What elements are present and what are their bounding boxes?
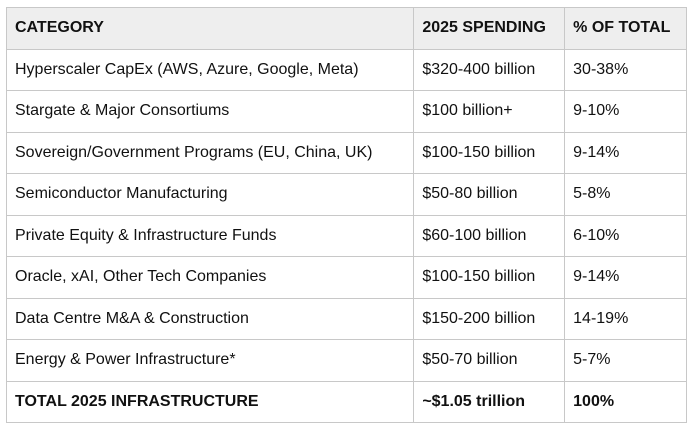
cell-category: Stargate & Major Consortiums (5, 90, 415, 133)
table-row: Oracle, xAI, Other Tech Companies $100-15… (5, 256, 687, 299)
total-cell-spending: ~$1.05 trillion (413, 380, 566, 423)
table-row: Energy & Power Infrastructure* $50-70 bil… (5, 339, 687, 382)
cell-spending: $60-100 billion (413, 214, 566, 257)
cell-category: Sovereign/Government Programs (EU, China… (5, 131, 415, 174)
table-row: Semiconductor Manufacturing $50-80 billio… (5, 173, 687, 216)
cell-spending: $150-200 billion (413, 297, 566, 340)
table-row: Data Centre M&A & Construction $150-200 b… (5, 297, 687, 340)
cell-percent: 30-38% (564, 48, 687, 91)
cell-percent: 14-19% (564, 297, 687, 340)
table-row: Sovereign/Government Programs (EU, China… (5, 131, 687, 174)
table-row: Hyperscaler CapEx (AWS, Azure, Google, M… (5, 48, 687, 91)
cell-category: Semiconductor Manufacturing (5, 173, 415, 216)
total-cell-category: TOTAL 2025 INFRASTRUCTURE (5, 380, 415, 423)
cell-spending: $320-400 billion (413, 48, 566, 91)
cell-percent: 9-14% (564, 256, 687, 299)
cell-spending: $100-150 billion (413, 131, 566, 174)
cell-spending: $50-70 billion (413, 339, 566, 382)
cell-category: Data Centre M&A & Construction (5, 297, 415, 340)
cell-spending: $100 billion+ (413, 90, 566, 133)
table-row: Private Equity & Infrastructure Funds $60… (5, 214, 687, 257)
cell-category: Hyperscaler CapEx (AWS, Azure, Google, M… (5, 48, 415, 91)
total-cell-percent: 100% (564, 380, 687, 423)
cell-percent: 6-10% (564, 214, 687, 257)
cell-spending: $50-80 billion (413, 173, 566, 216)
cell-spending: $100-150 billion (413, 256, 566, 299)
cell-category: Private Equity & Infrastructure Funds (5, 214, 415, 257)
total-row: TOTAL 2025 INFRASTRUCTURE ~$1.05 trillion… (5, 380, 687, 423)
table-row: Stargate & Major Consortiums $100 billion… (5, 90, 687, 133)
cell-category: Energy & Power Infrastructure* (5, 339, 415, 382)
header-percent: % OF TOTAL (564, 7, 687, 50)
cell-percent: 5-8% (564, 173, 687, 216)
cell-percent: 9-10% (564, 90, 687, 133)
spending-table: CATEGORY 2025 SPENDING % OF TOTAL Hypers… (5, 7, 687, 423)
cell-percent: 5-7% (564, 339, 687, 382)
cell-category: Oracle, xAI, Other Tech Companies (5, 256, 415, 299)
header-row: CATEGORY 2025 SPENDING % OF TOTAL (5, 7, 687, 50)
header-spending: 2025 SPENDING (413, 7, 566, 50)
header-category: CATEGORY (5, 7, 415, 50)
cell-percent: 9-14% (564, 131, 687, 174)
